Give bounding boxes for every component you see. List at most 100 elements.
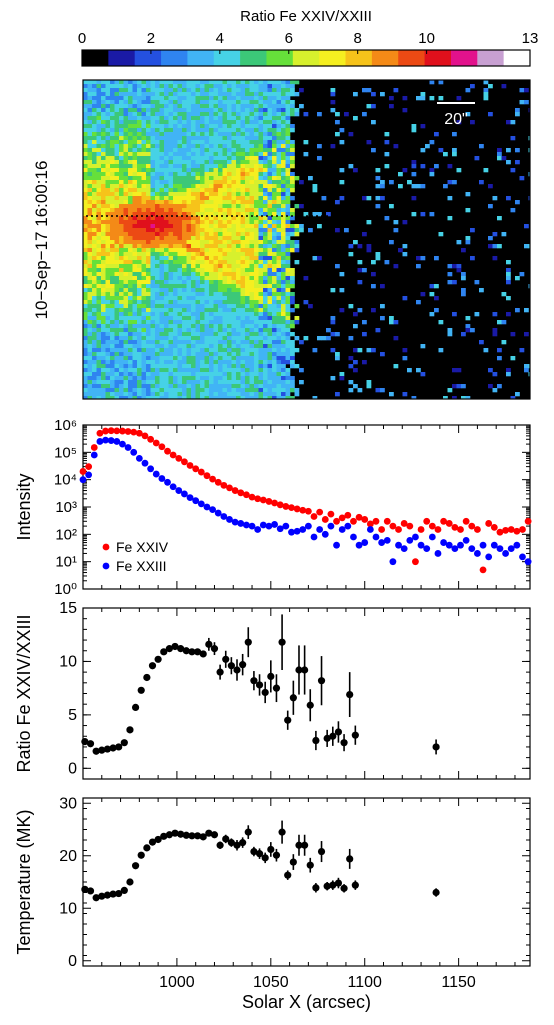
data-point — [346, 855, 354, 863]
data-point — [457, 541, 464, 549]
data-point — [276, 501, 284, 509]
data-point — [496, 528, 504, 536]
data-point — [272, 684, 281, 692]
data-point — [519, 526, 526, 533]
data-point — [284, 716, 292, 724]
x-tick-label: 1150 — [441, 974, 476, 991]
data-point — [250, 847, 258, 856]
data-point — [276, 525, 284, 533]
data-point — [306, 701, 314, 709]
data-point — [519, 553, 526, 561]
data-point — [462, 536, 470, 544]
data-point — [169, 483, 177, 491]
data-point — [113, 438, 121, 445]
data-point — [137, 686, 145, 694]
y-axis-label: Intensity — [14, 473, 34, 540]
data-point — [502, 550, 509, 557]
data-point — [301, 666, 309, 674]
data-point — [312, 884, 320, 892]
data-point — [239, 839, 247, 847]
data-point — [423, 517, 431, 525]
data-point — [193, 832, 202, 840]
temperature-panel: 0 10 20 30 1000 1050 1100 1150 Temperature (MK) S… — [14, 795, 531, 1012]
data-point — [346, 690, 354, 699]
data-point — [278, 638, 286, 646]
data-point — [351, 881, 359, 889]
data-point — [468, 545, 476, 553]
data-point — [197, 500, 205, 508]
data-point — [152, 470, 160, 478]
data-point — [131, 862, 140, 870]
data-point — [289, 858, 297, 866]
data-point — [350, 517, 357, 525]
data-point — [338, 526, 346, 533]
y-tick-label: 5 — [68, 707, 77, 724]
data-point — [210, 645, 219, 653]
data-point — [109, 744, 117, 752]
data-point — [79, 468, 87, 475]
colorbar-swatch — [108, 50, 136, 66]
data-point — [333, 517, 340, 525]
data-point — [96, 438, 104, 445]
y-tick-label: 10¹ — [55, 554, 77, 571]
data-point — [147, 465, 155, 473]
data-point — [462, 517, 470, 525]
data-point — [395, 526, 402, 533]
colorbar-swatch — [292, 50, 320, 66]
data-point — [259, 521, 267, 529]
data-point — [210, 831, 219, 839]
data-point — [92, 747, 100, 755]
plot-frame — [82, 797, 531, 967]
data-point — [361, 516, 369, 523]
colorbar-swatch — [187, 50, 215, 66]
data-point — [164, 478, 171, 486]
ratio-map-frame — [82, 79, 531, 400]
data-point — [255, 681, 264, 689]
colorbar-swatch — [371, 50, 399, 66]
data-point — [406, 522, 414, 530]
data-point — [272, 851, 281, 859]
data-point — [96, 429, 104, 437]
data-point — [175, 454, 183, 462]
series-fe-xxiii — [79, 436, 532, 566]
data-point — [126, 726, 134, 734]
y-tick-label: 15 — [59, 600, 77, 617]
data-point — [248, 522, 256, 530]
data-point — [141, 432, 149, 440]
data-point — [378, 526, 386, 533]
data-point — [451, 523, 459, 531]
data-point — [186, 462, 194, 469]
colorbar-tick-label: 2 — [147, 30, 155, 47]
series-fe-xxiv — [79, 427, 532, 574]
data-point — [327, 510, 335, 518]
data-point — [141, 459, 149, 467]
data-point — [197, 468, 205, 476]
data-point — [282, 522, 290, 530]
data-point — [115, 889, 123, 898]
data-point — [160, 832, 168, 840]
data-point — [329, 732, 337, 740]
data-point — [233, 666, 241, 674]
data-point — [231, 518, 239, 526]
colorbar-swatch — [319, 50, 347, 66]
data-point — [147, 435, 155, 443]
data-point — [98, 892, 106, 900]
data-point — [154, 835, 162, 844]
colorbar-title: Ratio Fe XXIV/XXIII — [240, 8, 372, 25]
data-point — [288, 504, 295, 512]
data-point — [209, 475, 216, 483]
colorbar-swatch — [240, 50, 268, 66]
data-point — [192, 497, 200, 505]
data-point — [383, 517, 391, 525]
data-point — [267, 672, 275, 681]
data-point — [445, 541, 453, 549]
data-point — [317, 677, 326, 685]
data-point — [86, 887, 95, 895]
data-point — [169, 451, 177, 459]
data-point — [338, 514, 346, 522]
y-tick-label: 10² — [55, 526, 77, 543]
data-point — [406, 536, 414, 544]
legend: Fe XXIV Fe XXIII — [102, 539, 169, 574]
data-point — [254, 495, 262, 503]
data-point — [237, 520, 245, 527]
